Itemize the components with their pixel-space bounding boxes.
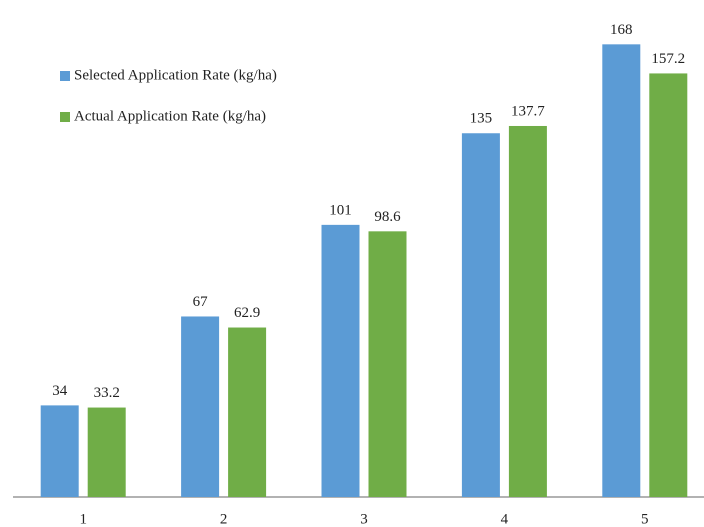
- data-label: 34: [52, 383, 68, 399]
- x-tick-label: 1: [79, 511, 87, 527]
- x-tick-label: 2: [220, 511, 228, 527]
- x-tick-label: 3: [360, 511, 368, 527]
- x-tick-label: 4: [501, 511, 509, 527]
- legend-label: Actual Application Rate (kg/ha): [74, 108, 266, 124]
- legend-swatch: [60, 71, 70, 81]
- bar: [461, 133, 500, 497]
- data-label: 67: [193, 294, 209, 310]
- data-label: 135: [470, 111, 493, 127]
- bar: [87, 407, 126, 497]
- bar: [649, 73, 688, 497]
- x-tick-label: 5: [641, 511, 649, 527]
- bar: [181, 316, 220, 497]
- data-label: 98.6: [374, 209, 401, 225]
- data-label: 137.7: [511, 103, 545, 119]
- data-label: 157.2: [651, 51, 685, 67]
- data-label: 101: [329, 202, 352, 218]
- legend-swatch: [60, 112, 70, 122]
- data-label: 33.2: [94, 385, 120, 401]
- legend-label: Selected Application Rate (kg/ha): [74, 67, 277, 83]
- bar: [321, 224, 360, 497]
- bar: [508, 125, 547, 497]
- bar: [40, 405, 79, 497]
- bar: [602, 44, 641, 497]
- bar: [228, 327, 267, 497]
- bar: [368, 231, 407, 498]
- data-label: 62.9: [234, 305, 260, 321]
- data-label: 168: [610, 22, 633, 38]
